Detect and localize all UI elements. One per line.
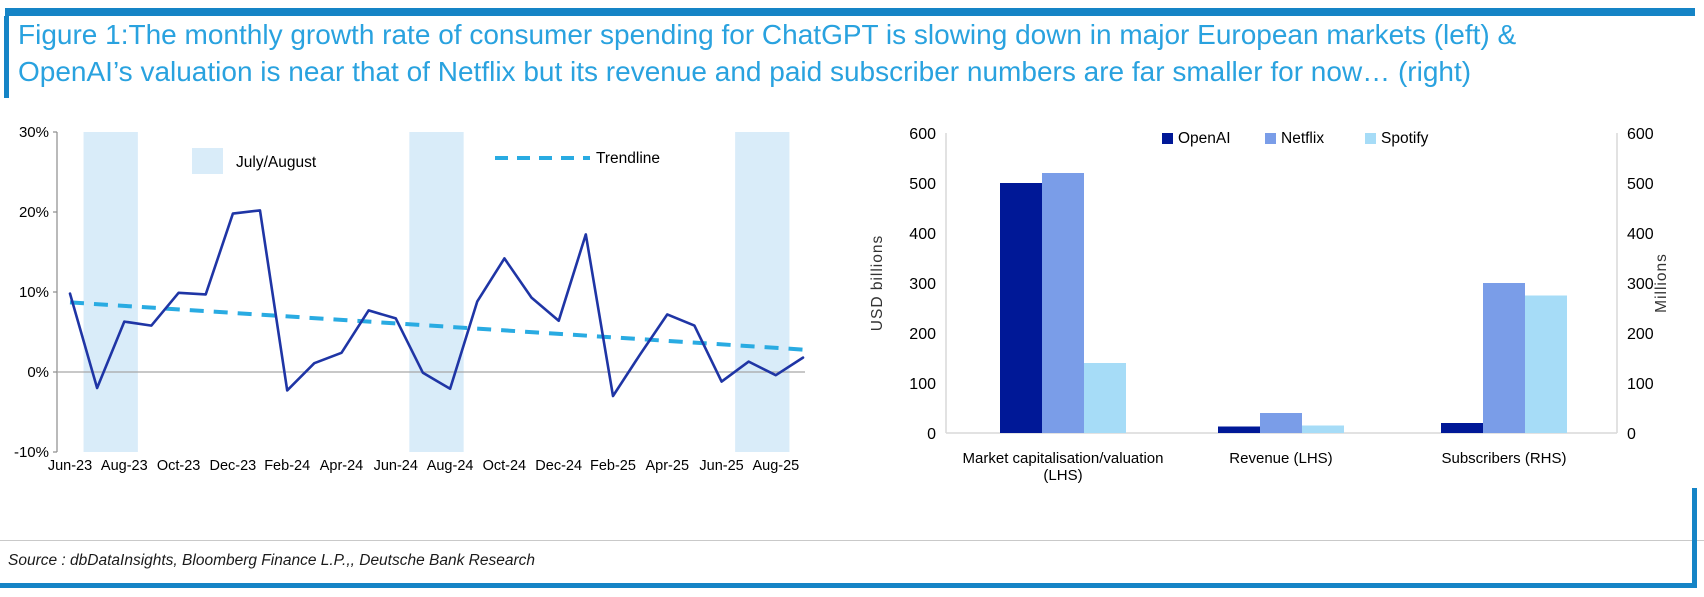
legend-swatch-july-august: [192, 148, 223, 174]
bar-chart-comparison: 0 100 200 300 400 500 600 0 100 200 300 400 500 600 US…: [869, 126, 1670, 484]
left-axis-tick-label: 500: [909, 176, 936, 193]
category-label: (LHS): [1043, 467, 1082, 484]
bottom-right-accent-bar: [1692, 488, 1697, 588]
legend-label-trendline: Trendline: [596, 150, 660, 167]
bar-spotify-revenue: [1302, 425, 1344, 433]
category-label: Subscribers (RHS): [1441, 450, 1566, 467]
figure-title: Figure 1:The monthly growth rate of cons…: [18, 16, 1678, 90]
bar-spotify-subscribers: [1525, 295, 1567, 433]
x-tick-label: Apr-25: [645, 458, 689, 474]
left-axis-tick-label: 200: [909, 326, 936, 343]
trendline: [69, 300, 804, 352]
x-tick-label: Aug-23: [101, 458, 148, 474]
legend-label-july-august: July/August: [236, 154, 317, 171]
left-axis-tick-label: 100: [909, 376, 936, 393]
legend-swatch-spotify: [1365, 133, 1376, 144]
figure-title-line2: OpenAI’s valuation is near that of Netfl…: [18, 56, 1472, 87]
bar-openai-subscribers: [1441, 423, 1483, 433]
figure-title-line1: Figure 1:The monthly growth rate of cons…: [18, 19, 1517, 50]
right-axis-tick-label: 500: [1627, 176, 1654, 193]
x-tick-label: Jun-25: [699, 458, 743, 474]
bar-spotify-market-cap: [1084, 363, 1126, 433]
legend-swatch-netflix: [1265, 133, 1276, 144]
category-label: Market capitalisation/valuation: [963, 450, 1164, 467]
legend-label-spotify: Spotify: [1381, 130, 1429, 147]
left-axis-title: USD billions: [869, 235, 886, 331]
y-tick-label: 10%: [19, 284, 49, 301]
right-axis-tick-label: 600: [1627, 126, 1654, 143]
x-tick-label: Jun-24: [374, 458, 418, 474]
bar-openai-market-cap: [1000, 183, 1042, 433]
x-tick-label: Aug-24: [427, 458, 474, 474]
right-axis-tick-label: 200: [1627, 326, 1654, 343]
bar-netflix-subscribers: [1483, 283, 1525, 433]
y-tick-label: 30%: [19, 124, 49, 141]
legend-label-openai: OpenAI: [1178, 130, 1231, 147]
left-axis-tick-label: 300: [909, 276, 936, 293]
right-axis-title: Millions: [1653, 253, 1670, 313]
line-chart-growth-rate: 30% 20% 10% 0% -10%Jun-23 Aug-23 Oct-23 Dec-23 F…: [14, 124, 805, 474]
x-tick-label: Oct-24: [483, 458, 527, 474]
growth-rate-line: [68, 209, 805, 398]
x-tick-label: Apr-24: [320, 458, 364, 474]
y-tick-label: 0%: [27, 364, 49, 381]
july-august-band: [409, 132, 464, 452]
right-axis-tick-label: 0: [1627, 426, 1636, 443]
bar-openai-revenue: [1218, 426, 1260, 433]
source-note: Source : dbDataInsights, Bloomberg Finan…: [8, 552, 536, 569]
bar-netflix-market-cap: [1042, 173, 1084, 433]
x-tick-label: Jun-23: [48, 458, 92, 474]
right-axis-tick-label: 400: [1627, 226, 1654, 243]
x-tick-label: Oct-23: [157, 458, 201, 474]
bottom-accent-bar: [0, 583, 1697, 588]
title-left-accent-bar: [4, 16, 9, 98]
legend-label-netflix: Netflix: [1281, 130, 1324, 147]
footer-divider: [0, 540, 1704, 541]
y-tick-label: -10%: [14, 444, 49, 461]
x-tick-label: Aug-25: [752, 458, 799, 474]
category-label: Revenue (LHS): [1229, 450, 1332, 467]
x-tick-label: Dec-23: [210, 458, 257, 474]
right-axis-tick-label: 300: [1627, 276, 1654, 293]
left-axis-tick-label: 0: [927, 426, 936, 443]
y-tick-label: 20%: [19, 204, 49, 221]
legend-swatch-openai: [1162, 133, 1173, 144]
left-axis-tick-label: 600: [909, 126, 936, 143]
bar-netflix-revenue: [1260, 413, 1302, 433]
left-axis-tick-label: 400: [909, 226, 936, 243]
july-august-band: [83, 132, 138, 452]
x-tick-label: Dec-24: [535, 458, 582, 474]
charts-area: 30% 20% 10% 0% -10% Jun-23 Aug-23 Oct-23 Dec-23 F…: [0, 110, 1704, 490]
top-accent-bar: [5, 8, 1695, 16]
right-axis-tick-label: 100: [1627, 376, 1654, 393]
july-august-band: [735, 132, 790, 452]
x-tick-label: Feb-24: [264, 458, 310, 474]
x-tick-label: Feb-25: [590, 458, 636, 474]
